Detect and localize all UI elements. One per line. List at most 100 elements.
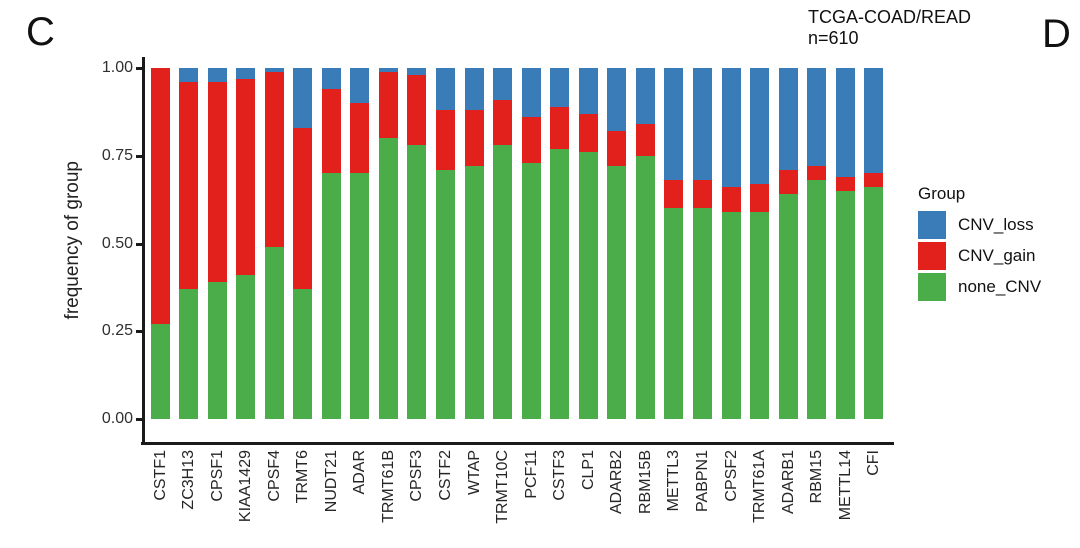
bar-segment-cnv_gain-trmt61b [378, 71, 398, 139]
x-tick-label-cpsf1: CPSF1 [208, 450, 226, 502]
x-tick-label-wtap: WTAP [465, 450, 483, 496]
bar-segment-cnv_loss-wtap [464, 68, 484, 111]
bar-segment-cnv_loss-nudt21 [321, 68, 341, 90]
bar-segment-cnv_loss-trmt6 [293, 68, 313, 128]
bar-segment-cnv_loss-mettl14 [835, 68, 855, 177]
bar-segment-cnv_gain-cstf1 [150, 68, 170, 325]
legend-swatch-cnv-gain [918, 242, 946, 270]
bar-segment-none_cnv-trmt61a [750, 211, 770, 419]
legend-label-cnv-gain: CNV_gain [958, 246, 1036, 265]
bar-segment-cnv_loss-adar [350, 68, 370, 104]
bar-segment-cnv_gain-adarb2 [607, 131, 627, 167]
legend-item-cnv-gain: CNV_gain [918, 242, 1041, 270]
x-tick-label-pcf11: PCF11 [522, 450, 540, 499]
panel-label-c: C [26, 10, 55, 54]
bar-segment-cnv_gain-zc3h13 [179, 82, 199, 290]
bar-segment-cnv_gain-trmt10c [493, 99, 513, 146]
x-tick-label-kiaa1429: KIAA1429 [237, 450, 255, 523]
y-tick-label: 0.75 [101, 146, 133, 164]
bar-segment-cnv_gain-mettl14 [835, 176, 855, 191]
y-axis-title: frequency of group [62, 160, 83, 320]
sample-size: n=610 [808, 28, 859, 48]
x-tick-label-adar: ADAR [351, 450, 369, 495]
x-tick-label-cpsf3: CPSF3 [408, 450, 426, 502]
bar-segment-none_cnv-rbm15 [807, 180, 827, 419]
bar-segment-none_cnv-nudt21 [321, 173, 341, 419]
legend-swatch-cnv-loss [918, 211, 946, 239]
y-tick-label: 0.25 [101, 322, 133, 340]
x-tick-label-trmt10c: TRMT10C [494, 450, 512, 524]
y-tick-label: 1.00 [101, 59, 133, 76]
bar-segment-cnv_loss-cpsf2 [721, 68, 741, 188]
bar-segment-cnv_gain-pabpn1 [692, 180, 712, 209]
bar-segment-none_cnv-rbm15b [635, 155, 655, 419]
x-tick-label-trmt61b: TRMT61B [379, 450, 397, 523]
y-tick-label: 0.00 [101, 410, 133, 427]
bar-segment-none_cnv-kiaa1429 [236, 275, 256, 419]
bar-segment-none_cnv-trmt10c [493, 145, 513, 419]
x-tick-label-cpsf4: CPSF4 [265, 450, 283, 502]
bar-segment-cnv_gain-wtap [464, 110, 484, 167]
bar-segment-none_cnv-pabpn1 [692, 208, 712, 419]
bar-segment-cnv_loss-rbm15b [635, 68, 655, 125]
bar-segment-cnv_loss-kiaa1429 [236, 68, 256, 79]
legend-item-cnv-loss: CNV_loss [918, 211, 1041, 239]
legend-item-none-cnv: none_CNV [918, 273, 1041, 301]
bar-segment-none_cnv-trmt6 [293, 289, 313, 419]
x-tick-label-mettl14: METTL14 [836, 450, 854, 521]
x-tick-label-cstf1: CSTF1 [151, 450, 169, 501]
x-tick-label-adarb2: ADARB2 [608, 450, 626, 515]
bar-segment-none_cnv-cpsf2 [721, 211, 741, 419]
bar-segment-cnv_gain-pcf11 [521, 117, 541, 163]
bar-segment-cnv_loss-trmt10c [493, 68, 513, 100]
x-tick-label-clp1: CLP1 [579, 450, 597, 491]
x-tick-label-rbm15: RBM15 [808, 450, 826, 504]
bar-segment-none_cnv-cpsf1 [207, 282, 227, 419]
bar-segment-none_cnv-wtap [464, 166, 484, 419]
bar-segment-cnv_loss-cpsf1 [207, 68, 227, 83]
x-tick-label-nudt21: NUDT21 [322, 450, 340, 513]
legend-swatch-none-cnv [918, 273, 946, 301]
y-axis-title-wrap: frequency of group [62, 60, 84, 420]
bar-segment-none_cnv-adar [350, 173, 370, 419]
x-tick-label-mettl3: METTL3 [665, 450, 683, 512]
y-axis-line [142, 57, 145, 445]
bar-segment-cnv_gain-cpsf2 [721, 187, 741, 212]
x-tick-label-zc3h13: ZC3H13 [180, 450, 198, 510]
bar-segment-none_cnv-mettl3 [664, 208, 684, 419]
bar-segment-none_cnv-clp1 [578, 152, 598, 419]
bar-segment-cnv_loss-trmt61b [378, 68, 398, 72]
bar-segment-cnv_gain-adar [350, 103, 370, 174]
panel-label-d: D [1042, 12, 1071, 56]
bar-segment-cnv_loss-cpsf3 [407, 68, 427, 76]
bar-segment-cnv_gain-adarb1 [778, 169, 798, 195]
legend-title: Group [918, 184, 966, 203]
y-tick-mark [136, 67, 142, 70]
x-tick-label-adarb1: ADARB1 [779, 450, 797, 515]
x-tick-label-rbm15b: RBM15B [636, 450, 654, 515]
bar-segment-cnv_gain-trmt6 [293, 127, 313, 290]
y-tick-mark [136, 154, 142, 158]
x-tick-label-cpsf2: CPSF2 [722, 450, 740, 502]
bar-segment-cnv_loss-adarb2 [607, 68, 627, 132]
bar-segment-cnv_gain-cfi [864, 173, 884, 188]
bar-segment-cnv_gain-clp1 [578, 113, 598, 153]
bar-segment-none_cnv-pcf11 [521, 162, 541, 419]
y-tick-mark [136, 418, 142, 421]
y-tick-mark [136, 330, 142, 334]
bar-segment-cnv_loss-cfi [864, 68, 884, 174]
x-tick-label-cstf3: CSTF3 [551, 450, 569, 501]
bar-segment-none_cnv-adarb2 [607, 166, 627, 419]
cohort-annotation: TCGA-COAD/READ n=610 [808, 7, 971, 49]
bar-segment-none_cnv-cstf1 [150, 324, 170, 419]
bar-segment-none_cnv-cstf2 [436, 169, 455, 419]
x-tick-label-cstf2: CSTF2 [437, 450, 454, 501]
bar-segment-cnv_loss-trmt61a [750, 68, 770, 184]
bar-segment-cnv_gain-rbm15b [635, 124, 655, 156]
bar-segment-cnv_loss-rbm15 [807, 68, 827, 167]
legend-label-none-cnv: none_CNV [958, 277, 1042, 296]
cohort-name: TCGA-COAD/READ [808, 7, 972, 27]
bar-segment-cnv_loss-clp1 [578, 68, 598, 114]
bar-segment-cnv_gain-cpsf4 [264, 71, 284, 247]
legend: Group CNV_loss CNV_gain none_CNV [918, 184, 1041, 304]
